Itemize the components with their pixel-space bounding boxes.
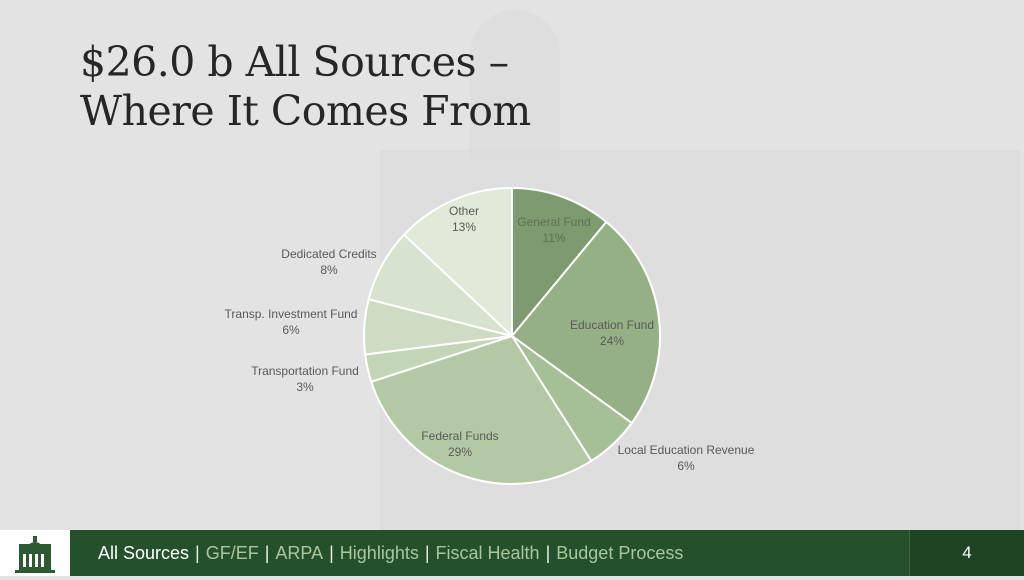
- pie-slice-education-fund: [510, 220, 661, 425]
- nav-separator: |: [545, 542, 551, 563]
- title-line-2: Where It Comes From: [80, 87, 531, 135]
- pie-slice-federal-funds: [369, 334, 593, 485]
- slice-label-other: Other: [449, 204, 479, 218]
- page-number: 4: [909, 530, 1024, 576]
- nav-separator: |: [329, 542, 334, 563]
- slice-value-federal-funds: 29%: [448, 445, 472, 459]
- slice-value-other: 13%: [452, 220, 476, 234]
- page-title: $26.0 b All Sources – Where It Comes Fro…: [80, 38, 531, 136]
- nav-arpa[interactable]: ARPA: [275, 542, 324, 563]
- slice-value-dedicated-credits: 8%: [320, 263, 338, 277]
- slice-value-general-fund: 11%: [542, 231, 565, 245]
- pie-slice-general-fund: [511, 186, 608, 339]
- slice-value-transp-investment-fund: 6%: [282, 323, 300, 337]
- nav-separator: |: [424, 542, 430, 563]
- nav-highlights[interactable]: Highlights: [339, 542, 419, 563]
- slice-label-dedicated-credits: Dedicated Credits: [281, 247, 376, 261]
- slice-label-transp-investment-fund: Transp. Investment Fund: [225, 307, 358, 321]
- slice-value-local-education-revenue: 6%: [677, 459, 695, 473]
- footer-bar: All Sources | GF/EF | ARPA | Highlights …: [0, 530, 1024, 576]
- pie-chart: General Fund 11% Education Fund 24% Local Ed…: [225, 186, 755, 485]
- nav-all-sources[interactable]: All Sources: [98, 542, 190, 563]
- pie-slice-other: [402, 186, 513, 339]
- slice-label-transportation-fund: Transportation Fund: [251, 364, 359, 378]
- slice-label-federal-funds: Federal Funds: [421, 429, 498, 443]
- nav-budget-process[interactable]: Budget Process: [556, 542, 684, 563]
- slice-label-local-education-revenue: Local Education Revenue: [618, 443, 755, 457]
- capitol-logo: [0, 530, 70, 576]
- nav-separator: |: [264, 542, 270, 563]
- title-line-1: $26.0 b All Sources –: [80, 38, 509, 86]
- slice-label-education-fund: Education Fund: [570, 318, 654, 332]
- footer-nav: All Sources | GF/EF | ARPA | Highlights …: [70, 530, 909, 576]
- slice-value-transportation-fund: 3%: [296, 380, 314, 394]
- nav-fiscal-health[interactable]: Fiscal Health: [435, 542, 540, 563]
- slice-label-general-fund: General Fund: [517, 215, 590, 229]
- slice-value-education-fund: 24%: [600, 334, 624, 348]
- nav-separator: |: [195, 542, 200, 563]
- background-dome: [470, 10, 560, 160]
- nav-gf-ef[interactable]: GF/EF: [205, 542, 259, 563]
